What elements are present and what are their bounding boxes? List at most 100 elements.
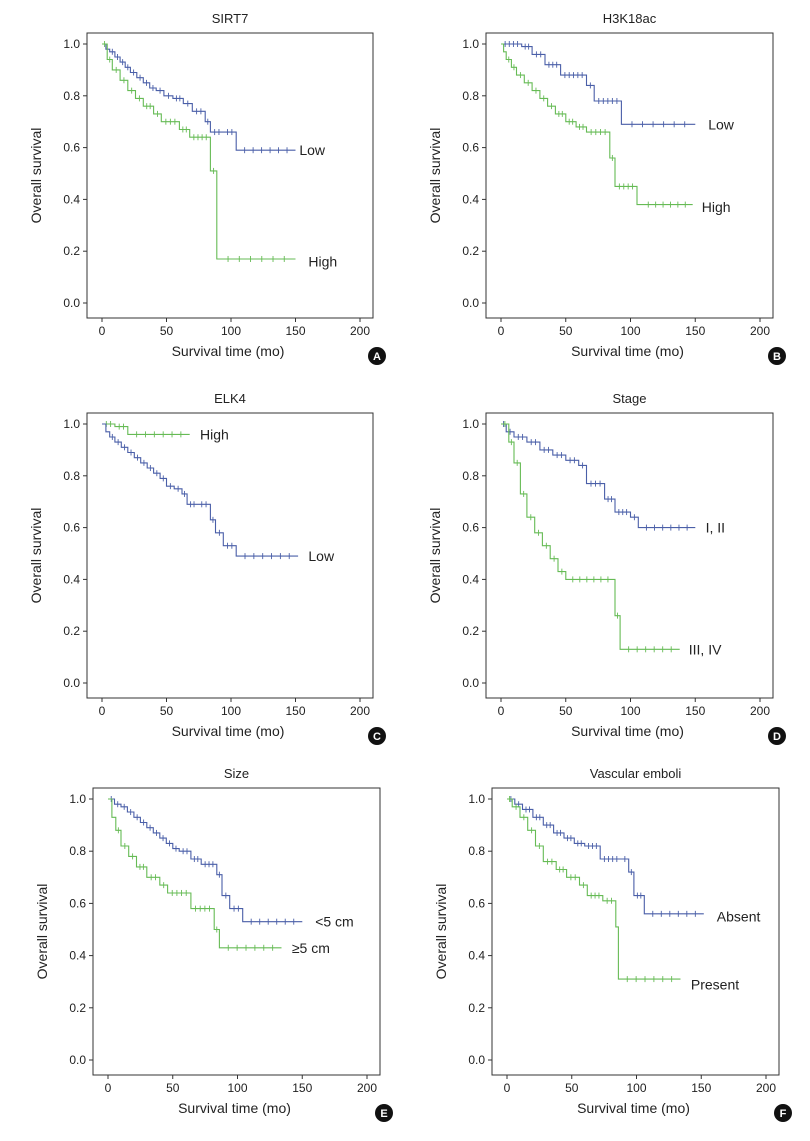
plot-frame — [485, 412, 774, 699]
survival-curve — [102, 43, 296, 151]
y-axis-label: Overall survival — [427, 508, 443, 604]
panel-badge — [375, 1104, 393, 1122]
y-tick-label: 1.0 — [462, 417, 479, 431]
x-tick-label: 200 — [750, 704, 770, 718]
x-tick-label: 150 — [285, 704, 305, 718]
survival-curve — [501, 43, 696, 125]
survival-curve — [501, 423, 696, 529]
plot-frame — [86, 32, 374, 319]
y-axis-label: Overall survival — [28, 508, 44, 604]
y-tick-label: 0.6 — [462, 141, 479, 155]
x-tick-label: 200 — [350, 704, 370, 718]
x-tick-label: 100 — [626, 1081, 646, 1095]
survival-curve — [102, 423, 299, 557]
x-tick-label: 50 — [565, 1081, 579, 1095]
x-tick-label: 0 — [99, 324, 106, 338]
chart-title: H3K18ac — [603, 11, 657, 26]
y-tick-label: 0.4 — [69, 949, 86, 963]
panel-badge — [368, 727, 386, 745]
panel-d: Stage 0 50 100 150 200 0.0 0.2 0.4 0.6 0.8 1.0 Survi… — [427, 391, 786, 745]
x-tick-label: 50 — [160, 324, 174, 338]
survival-curve — [102, 423, 190, 435]
y-tick-label: 0.4 — [462, 572, 479, 586]
y-tick-label: 0.8 — [468, 844, 485, 858]
y-tick-label: 0.8 — [462, 469, 479, 483]
panel-a: SIRT7 0 50 100 150 200 0.0 0.2 0.4 0.6 0.8 1.0 Survi… — [28, 11, 386, 365]
x-tick-label: 150 — [285, 324, 305, 338]
y-tick-label: 0.8 — [63, 469, 80, 483]
panel-b: H3K18ac 0 50 100 150 200 0.0 0.2 0.4 0.6 0.8 1.0 Sur… — [427, 11, 786, 365]
x-axis-label: Survival time (mo) — [172, 723, 285, 739]
panel-letter: A — [373, 351, 381, 363]
survival-curve — [501, 423, 680, 650]
x-tick-label: 150 — [685, 324, 705, 338]
x-tick-label: 100 — [620, 704, 640, 718]
series-label: Low — [299, 142, 326, 158]
x-axis-label: Survival time (mo) — [577, 1100, 690, 1116]
y-axis-label: Overall survival — [433, 884, 449, 980]
chart-title: Size — [224, 766, 249, 781]
panel-letter: D — [773, 731, 781, 743]
y-tick-label: 0.4 — [63, 572, 80, 586]
panel-letter: B — [773, 351, 781, 363]
x-tick-label: 50 — [166, 1081, 180, 1095]
survival-curve — [108, 798, 303, 923]
y-tick-label: 1.0 — [69, 792, 86, 806]
series-label: I, II — [706, 520, 725, 536]
plot-frame — [491, 787, 780, 1076]
x-tick-label: 100 — [221, 324, 241, 338]
y-tick-label: 0.8 — [63, 89, 80, 103]
y-tick-label: 0.8 — [69, 844, 86, 858]
y-axis-label: Overall survival — [28, 128, 44, 224]
series-label: Low — [308, 548, 335, 564]
chart-title: Vascular emboli — [590, 766, 682, 781]
chart-title: Stage — [613, 391, 647, 406]
x-tick-label: 200 — [750, 324, 770, 338]
y-tick-label: 0.0 — [63, 296, 80, 310]
y-tick-label: 0.0 — [462, 676, 479, 690]
y-tick-label: 0.2 — [468, 1001, 485, 1015]
y-tick-label: 0.0 — [69, 1053, 86, 1067]
series-label: High — [702, 199, 731, 215]
y-tick-label: 0.6 — [468, 896, 485, 910]
panel-badge — [774, 1104, 792, 1122]
y-tick-label: 0.2 — [462, 244, 479, 258]
y-tick-label: 0.6 — [69, 896, 86, 910]
x-tick-label: 150 — [685, 704, 705, 718]
x-tick-label: 150 — [691, 1081, 711, 1095]
panel-c: ELK4 0 50 100 150 200 0.0 0.2 0.4 0.6 0.8 1.0 Surviv… — [28, 391, 386, 745]
y-tick-label: 0.8 — [462, 89, 479, 103]
y-tick-label: 0.0 — [468, 1053, 485, 1067]
panel-e: Size 0 50 100 150 200 0.0 0.2 0.4 0.6 0.8 1.0 Surviv… — [34, 766, 393, 1122]
series-label: Absent — [717, 908, 761, 924]
panel-f: Vascular emboli 0 50 100 150 200 0.0 0.2 0.4 0.6 0… — [433, 766, 792, 1122]
x-tick-label: 0 — [99, 704, 106, 718]
x-axis-label: Survival time (mo) — [172, 343, 285, 359]
y-tick-label: 1.0 — [468, 792, 485, 806]
x-tick-label: 0 — [504, 1081, 511, 1095]
panel-letter: F — [780, 1108, 787, 1120]
survival-curve — [501, 43, 693, 206]
plot-frame — [86, 412, 374, 699]
series-label: High — [308, 254, 337, 270]
x-tick-label: 50 — [160, 704, 174, 718]
survival-curve — [507, 798, 681, 980]
survival-curve — [102, 43, 296, 260]
x-tick-label: 100 — [221, 704, 241, 718]
x-tick-label: 50 — [559, 704, 573, 718]
panel-badge — [768, 727, 786, 745]
y-tick-label: 0.0 — [462, 296, 479, 310]
panel-letter: E — [380, 1108, 387, 1120]
panel-badge — [368, 347, 386, 365]
y-tick-label: 0.0 — [63, 676, 80, 690]
x-tick-label: 0 — [105, 1081, 112, 1095]
x-tick-label: 200 — [357, 1081, 377, 1095]
y-tick-label: 0.2 — [69, 1001, 86, 1015]
y-tick-label: 0.6 — [63, 521, 80, 535]
x-axis-label: Survival time (mo) — [571, 723, 684, 739]
y-tick-label: 0.2 — [63, 624, 80, 638]
y-tick-label: 0.6 — [63, 141, 80, 155]
x-tick-label: 0 — [498, 704, 505, 718]
y-tick-label: 0.4 — [462, 192, 479, 206]
